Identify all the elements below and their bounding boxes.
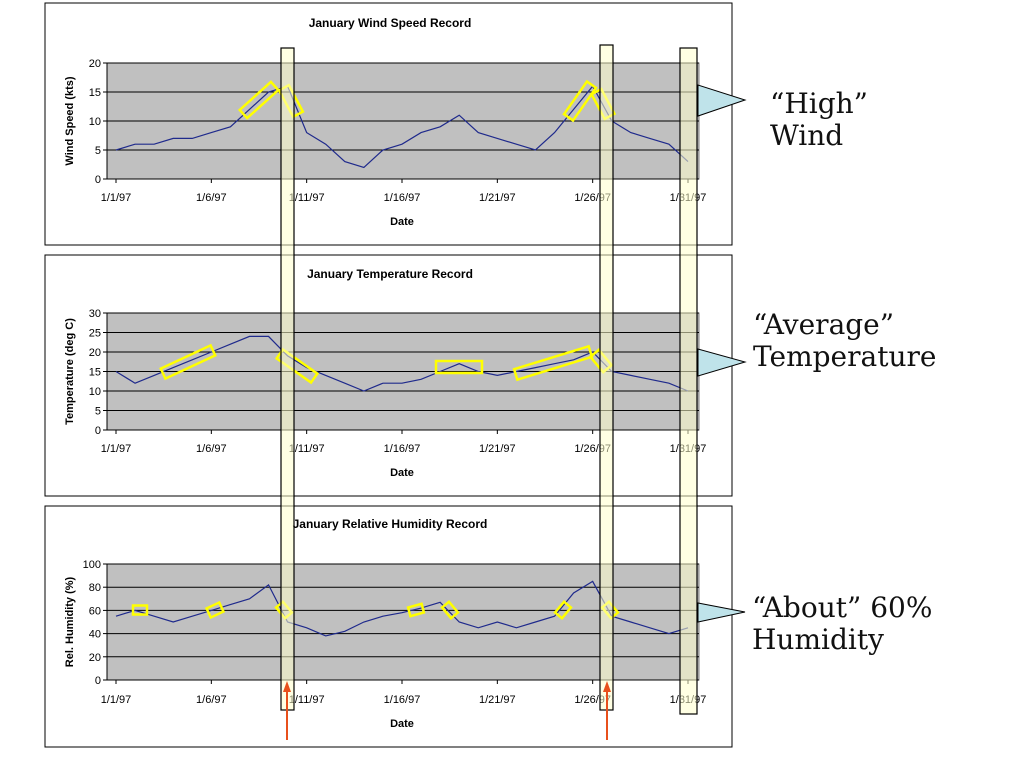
y-tick-label: 0 (95, 174, 101, 186)
y-tick-label: 25 (89, 328, 101, 340)
callout-temperature-line2: Temperature (753, 340, 937, 373)
callout-wind-line2: Wind (770, 119, 844, 152)
x-tick-label: 1/21/97 (479, 192, 516, 204)
series-line (115, 335, 689, 392)
highlight-marker (237, 80, 281, 120)
y-tick-label: 30 (89, 308, 101, 320)
highlight-marker (562, 79, 598, 123)
callout-pointer (697, 84, 747, 117)
y-tick-label: 20 (89, 347, 101, 359)
x-tick-label: 1/1/97 (101, 694, 132, 706)
y-tick-label: 0 (95, 675, 101, 687)
chart-title: January Relative Humidity Record (293, 517, 488, 531)
x-tick-label: 1/1/97 (101, 443, 132, 455)
chart-title: January Temperature Record (307, 267, 473, 281)
x-tick-label: 1/6/97 (196, 694, 227, 706)
highlight-band (679, 47, 698, 715)
callout-temperature-line1: “Average” (753, 308, 895, 341)
y-tick-label: 80 (89, 582, 101, 594)
x-tick-label: 1/21/97 (479, 694, 516, 706)
y-tick-label: 100 (83, 559, 101, 571)
highlight-marker (434, 359, 484, 375)
y-axis-label: Rel. Humidity (%) (64, 576, 76, 667)
y-tick-label: 10 (89, 386, 101, 398)
x-tick-label: 1/16/97 (384, 694, 421, 706)
y-tick-label: 5 (95, 145, 101, 157)
y-tick-label: 10 (89, 116, 101, 128)
chart-panel-2: 0 5 10 15 20 25 30 1/1/97 1/6/97 1/11/97 1/16/97 1/… (44, 254, 733, 497)
y-tick-label: 20 (89, 652, 101, 664)
x-axis-label: Date (390, 467, 414, 479)
callout-temperature: “Average” Temperature (753, 309, 936, 373)
highlight-marker (131, 604, 149, 616)
chart-panel-1: 0 5 10 15 20 1/1/97 1/6/97 1/11/97 1/16/97 1/21/9… (44, 2, 733, 246)
highlight-marker (512, 344, 594, 382)
y-tick-label: 5 (95, 406, 101, 418)
y-tick-label: 0 (95, 425, 101, 437)
x-tick-label: 1/6/97 (196, 192, 227, 204)
x-tick-label: 1/1/97 (101, 192, 132, 204)
x-tick-label: 1/16/97 (384, 443, 421, 455)
x-tick-label: 1/11/97 (289, 192, 325, 204)
callout-wind: “High” Wind (770, 88, 868, 152)
highlight-marker (406, 602, 426, 618)
callout-wind-line1: “High” (770, 87, 868, 120)
y-tick-label: 60 (89, 605, 101, 617)
callout-humidity: “About” 60% Humidity (752, 592, 932, 656)
callout-humidity-line2: Humidity (752, 623, 884, 656)
y-tick-label: 20 (89, 58, 101, 70)
y-axis-label: Temperature (deg C) (64, 318, 76, 425)
x-axis-label: Date (390, 718, 414, 730)
x-axis-label: Date (390, 216, 414, 228)
y-tick-label: 15 (89, 87, 101, 99)
x-tick-label: 1/16/97 (384, 192, 421, 204)
highlight-band (280, 47, 295, 711)
x-tick-label: 1/6/97 (196, 443, 227, 455)
highlight-marker (553, 599, 573, 621)
chart-title: January Wind Speed Record (309, 16, 472, 30)
x-tick-label: 1/11/97 (289, 443, 325, 455)
y-tick-label: 40 (89, 629, 101, 641)
highlight-band (599, 44, 614, 711)
y-axis-label: Wind Speed (kts) (64, 76, 76, 165)
chart-panel-3: 0 20 40 60 80 100 1/1/97 1/6/97 1/11/97 1/16/97 1/… (44, 505, 733, 748)
x-tick-label: 1/21/97 (479, 443, 516, 455)
arrow-head (283, 681, 291, 692)
series-line (115, 580, 689, 637)
highlight-marker (440, 599, 460, 621)
callout-pointer (697, 602, 746, 623)
highlight-marker (204, 600, 226, 620)
callout-humidity-line1: “About” 60% (752, 591, 933, 624)
arrow-head (603, 681, 611, 692)
callout-pointer (697, 348, 747, 377)
highlight-marker (159, 343, 217, 381)
y-tick-label: 15 (89, 367, 101, 379)
x-tick-label: 1/11/97 (289, 694, 325, 706)
